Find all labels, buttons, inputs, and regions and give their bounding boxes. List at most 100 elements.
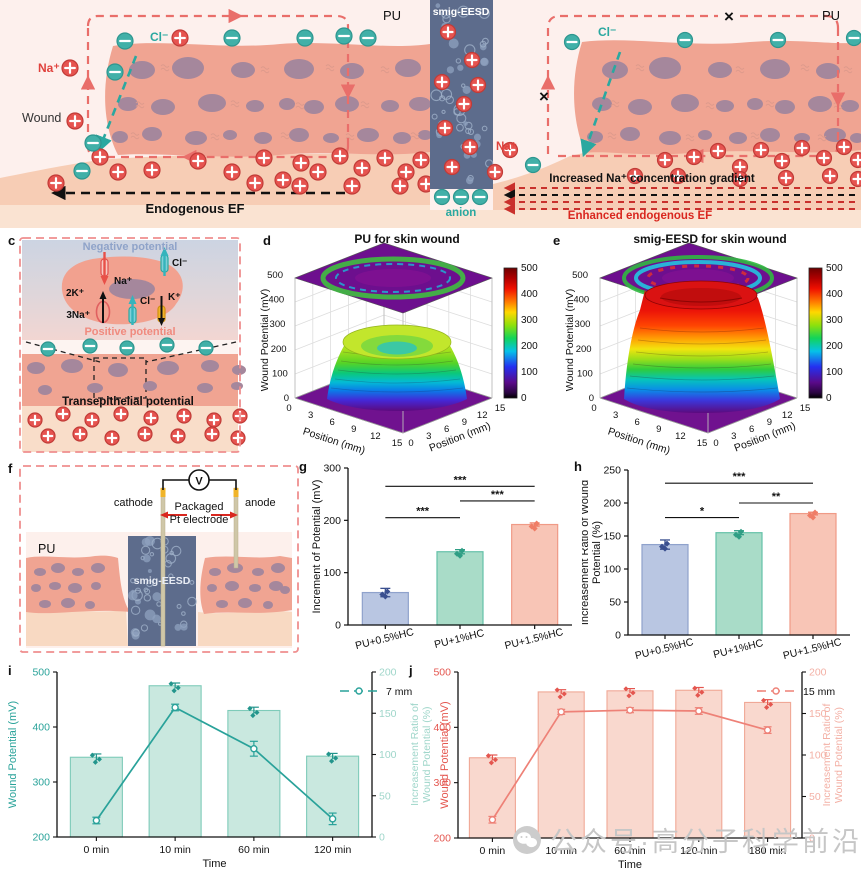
cathode-electrode bbox=[160, 487, 166, 647]
wound-label: Wound bbox=[22, 111, 61, 125]
bar-line-chart: 200 300 400 500 0 50 100 150 200 0 min 10 min 60 mi… bbox=[7, 667, 432, 871]
svg-text:100: 100 bbox=[323, 567, 341, 579]
colorbar bbox=[503, 267, 518, 399]
chloride-flow-arrow bbox=[96, 55, 138, 154]
svg-text:12: 12 bbox=[782, 410, 793, 421]
svg-text:150: 150 bbox=[379, 708, 397, 720]
svg-text:100: 100 bbox=[826, 367, 843, 378]
svg-text:***: *** bbox=[491, 489, 505, 501]
svg-text:400: 400 bbox=[32, 722, 50, 734]
transepithelial-label: Transepithelial potential bbox=[62, 396, 194, 408]
panel-g-bar-chart: 0 100 200 300 PU+0.5%HC PU+1%HC PU+1.5%HC *** **… bbox=[311, 463, 572, 652]
svg-text:0: 0 bbox=[284, 393, 289, 404]
svg-text:15: 15 bbox=[495, 403, 506, 414]
svg-text:200: 200 bbox=[433, 833, 451, 845]
endogenous-ef-label: Endogenous EF bbox=[146, 201, 245, 216]
dermis-left bbox=[26, 610, 128, 646]
subepithelium-band bbox=[22, 406, 238, 452]
svg-text:***: *** bbox=[416, 506, 430, 518]
svg-text:400: 400 bbox=[268, 295, 284, 306]
svg-text:400: 400 bbox=[521, 289, 538, 300]
svg-text:PU+1%HC: PU+1%HC bbox=[433, 627, 486, 651]
pt-electrode-label: Pt electrode bbox=[170, 514, 229, 526]
chart-title: smig-EESD for skin wound bbox=[633, 232, 786, 246]
panel-label-i: i bbox=[8, 663, 12, 678]
svg-text:0 min: 0 min bbox=[84, 844, 110, 856]
svg-text:0 min: 0 min bbox=[480, 845, 506, 857]
anion-label: anion bbox=[446, 207, 477, 219]
k-label: K⁺ bbox=[168, 292, 181, 303]
svg-text:500: 500 bbox=[32, 667, 50, 679]
svg-text:100: 100 bbox=[521, 367, 538, 378]
svg-text:0: 0 bbox=[286, 403, 291, 414]
svg-text:Wound Potential (%): Wound Potential (%) bbox=[833, 707, 845, 803]
svg-text:300: 300 bbox=[826, 315, 843, 326]
panel-a-illustration: PU Cl⁻ Na⁺ Wound Endogenous EF bbox=[0, 0, 430, 228]
smig-eesd-device bbox=[430, 0, 493, 189]
svg-text:120 min: 120 min bbox=[314, 844, 352, 856]
svg-text:500: 500 bbox=[826, 263, 843, 274]
voltmeter-label: V bbox=[195, 476, 203, 488]
svg-text:300: 300 bbox=[521, 315, 538, 326]
svg-text:0: 0 bbox=[713, 438, 718, 449]
svg-text:300: 300 bbox=[32, 777, 50, 789]
panel-label-j: j bbox=[409, 663, 413, 678]
svg-text:9: 9 bbox=[767, 417, 772, 428]
svg-text:0: 0 bbox=[521, 393, 527, 404]
svg-text:500: 500 bbox=[572, 270, 588, 281]
bottom-gradient-arrows bbox=[503, 182, 855, 215]
y-axis-label: Position (mm) bbox=[428, 420, 493, 454]
bar-line-chart: 200 300 400 500 0 50 100 150 200 0 min 10 min 60 mi… bbox=[433, 667, 845, 872]
surface-dome bbox=[327, 324, 467, 411]
svg-text:400: 400 bbox=[826, 289, 843, 300]
svg-text:400: 400 bbox=[433, 722, 451, 734]
svg-text:PU+1%HC: PU+1%HC bbox=[712, 637, 765, 661]
svg-text:Time: Time bbox=[618, 859, 642, 871]
pu-label: PU bbox=[38, 542, 55, 556]
panel-label-g: g bbox=[299, 459, 307, 474]
ion-channels bbox=[95, 247, 169, 326]
anode-label: anode bbox=[245, 497, 276, 509]
panel-h-bar-chart: 0 50 100 150 200 250 PU+0.5%HC PU+1%HC PU+1.5%HC… bbox=[582, 465, 850, 662]
panel-f-illustration: V cathode anode Packaged Pt electrode PU… bbox=[19, 465, 299, 653]
ions bbox=[27, 337, 248, 446]
svg-text:*: * bbox=[700, 506, 705, 518]
device-label: smig-EESD bbox=[134, 575, 191, 587]
svg-text:Time: Time bbox=[202, 858, 226, 870]
anode-electrode bbox=[233, 487, 239, 569]
tissue-decor bbox=[587, 57, 861, 145]
packaged-label: Packaged bbox=[175, 501, 224, 513]
cl-mid-label: Cl⁻ bbox=[140, 296, 155, 307]
svg-text:**: ** bbox=[772, 491, 781, 503]
epidermis-right bbox=[200, 556, 292, 614]
chart-title: PU for skin wound bbox=[354, 232, 459, 246]
svg-text:7 mm: 7 mm bbox=[386, 686, 413, 698]
bar-chart: 0 100 200 300 PU+0.5%HC PU+1%HC PU+1.5%HC *** **… bbox=[311, 463, 572, 652]
svg-text:6: 6 bbox=[444, 424, 449, 435]
blocked-cross-top-icon: × bbox=[724, 7, 734, 26]
bar-chart: 0 50 100 150 200 250 PU+0.5%HC PU+1%HC PU+1.5%HC… bbox=[582, 465, 850, 662]
k2-label: 2K⁺ bbox=[66, 288, 84, 299]
svg-text:300: 300 bbox=[270, 319, 286, 330]
top-projection-heatmap bbox=[294, 242, 493, 314]
svg-text:6: 6 bbox=[749, 424, 754, 435]
svg-text:Potential (%): Potential (%) bbox=[591, 521, 603, 584]
x-axis-ticks: 0 3 6 9 12 15 bbox=[591, 403, 707, 449]
svg-text:0: 0 bbox=[379, 832, 385, 844]
panel-j-combo-chart: 200 300 400 500 0 50 100 150 200 0 min 10 min 60 mi… bbox=[433, 667, 845, 872]
pu-label: PU bbox=[822, 8, 840, 23]
electrodes-and-circuit bbox=[160, 469, 239, 647]
svg-text:100: 100 bbox=[379, 749, 397, 761]
svg-text:Increasement Ratio of Wound: Increasement Ratio of Wound bbox=[582, 480, 591, 625]
svg-text:9: 9 bbox=[656, 424, 661, 435]
svg-text:400: 400 bbox=[573, 295, 589, 306]
svg-text:500: 500 bbox=[433, 667, 451, 679]
svg-text:0: 0 bbox=[809, 833, 815, 845]
svg-text:120 min: 120 min bbox=[680, 845, 718, 857]
svg-text:200: 200 bbox=[826, 341, 843, 352]
panel-f-dashed-border bbox=[19, 465, 299, 653]
z-axis-ticks: 0 100 200 300 400 500 bbox=[267, 270, 289, 404]
panel-e-surface-plot: smig-EESD for skin wound Wound Potential… bbox=[564, 232, 843, 457]
ions bbox=[433, 23, 861, 206]
anode-tip bbox=[233, 488, 239, 497]
